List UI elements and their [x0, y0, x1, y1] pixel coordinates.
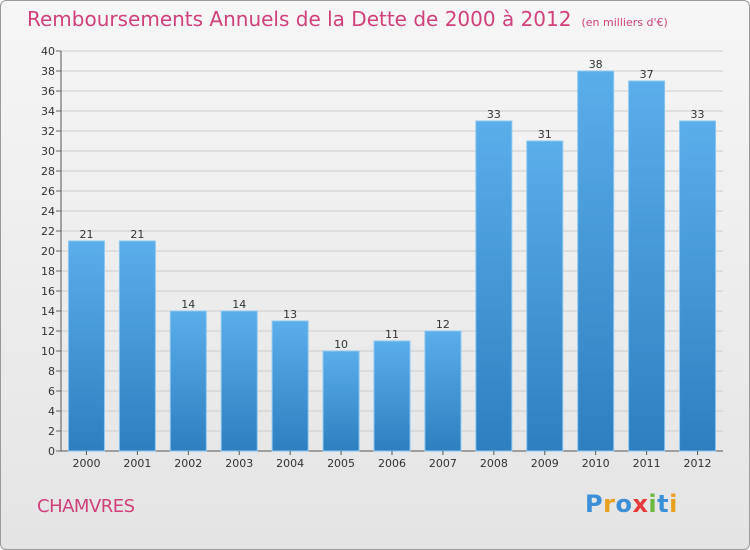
y-tick-label: 4	[48, 405, 55, 418]
logo-letter: P	[585, 490, 604, 518]
data-label-2010: 38	[589, 58, 603, 71]
chart-title: Remboursements Annuels de la Dette de 20…	[27, 7, 668, 31]
data-label-2007: 12	[436, 318, 450, 331]
data-labels: 21 21 14 14 13 10 11 12 33 31 38 37 33	[79, 58, 704, 351]
x-tick-labels: 2000 2001 2002 2003 2004 2005 2006 2007 2008 2009…	[72, 451, 712, 470]
y-tick-label: 0	[48, 445, 55, 458]
x-tick-label-2002: 2002	[174, 457, 202, 470]
x-tick-label-2010: 2010	[582, 457, 610, 470]
y-tick-label: 20	[41, 245, 55, 258]
data-label-2003: 14	[232, 298, 246, 311]
proxiti-logo: Proxiti	[585, 490, 678, 518]
data-label-2001: 21	[130, 228, 144, 241]
x-tick-label-2000: 2000	[72, 457, 100, 470]
x-tick-label-2007: 2007	[429, 457, 457, 470]
bar-2005	[322, 350, 360, 452]
x-tick-label-2009: 2009	[531, 457, 559, 470]
bar-2004	[271, 320, 309, 452]
data-label-2005: 10	[334, 338, 348, 351]
y-tick-label: 32	[41, 125, 55, 138]
y-tick-label: 10	[41, 345, 55, 358]
bar-2003	[220, 310, 258, 452]
y-tick-label: 18	[41, 265, 55, 278]
y-tick-label: 26	[41, 185, 55, 198]
bar-2007	[424, 330, 462, 452]
x-tick-label-2004: 2004	[276, 457, 304, 470]
y-tick-label: 28	[41, 165, 55, 178]
y-tick-label: 16	[41, 285, 55, 298]
y-tick-label: 40	[41, 45, 55, 58]
logo-letter: o	[615, 490, 633, 518]
bar-2011	[628, 80, 666, 452]
x-tick-label-2008: 2008	[480, 457, 508, 470]
data-label-2012: 33	[691, 108, 705, 121]
logo-letter: x	[632, 490, 649, 518]
x-tick-label-2001: 2001	[123, 457, 151, 470]
chart-subtitle: (en milliers d'€)	[581, 16, 668, 29]
y-tick-label: 14	[41, 305, 55, 318]
bars	[67, 70, 717, 452]
y-tick-label: 22	[41, 225, 55, 238]
y-tick-label: 12	[41, 325, 55, 338]
bar-2001	[118, 240, 156, 452]
logo-letter: i	[648, 490, 658, 518]
y-tick-label: 34	[41, 105, 55, 118]
x-tick-label-2012: 2012	[684, 457, 712, 470]
data-label-2004: 13	[283, 308, 297, 321]
y-tick-label: 6	[48, 385, 55, 398]
chart-title-text: Remboursements Annuels de la Dette de 20…	[27, 7, 572, 31]
x-tick-label-2005: 2005	[327, 457, 355, 470]
y-tick-label: 30	[41, 145, 55, 158]
x-tick-label-2006: 2006	[378, 457, 406, 470]
bar-2010	[577, 70, 615, 452]
y-tick-label: 2	[48, 425, 55, 438]
y-tick-label: 38	[41, 65, 55, 78]
data-label-2002: 14	[181, 298, 195, 311]
x-tick-label-2011: 2011	[633, 457, 661, 470]
data-label-2006: 11	[385, 328, 399, 341]
data-label-2008: 33	[487, 108, 501, 121]
bar-2009	[526, 140, 564, 452]
x-tick-label-2003: 2003	[225, 457, 253, 470]
bar-2012	[679, 120, 717, 452]
y-tick-label: 8	[48, 365, 55, 378]
y-tick-label: 24	[41, 205, 55, 218]
logo-letter: t	[657, 490, 670, 518]
bar-2008	[475, 120, 513, 452]
logo-letter: r	[603, 490, 616, 518]
logo-letter: i	[669, 490, 678, 518]
bar-2000	[67, 240, 105, 452]
data-label-2000: 21	[79, 228, 93, 241]
y-tick-label: 36	[41, 85, 55, 98]
data-label-2009: 31	[538, 128, 552, 141]
bar-2006	[373, 340, 411, 452]
commune-name: CHAMVRES	[37, 496, 135, 517]
data-label-2011: 37	[640, 68, 654, 81]
bar-2002	[169, 310, 207, 452]
